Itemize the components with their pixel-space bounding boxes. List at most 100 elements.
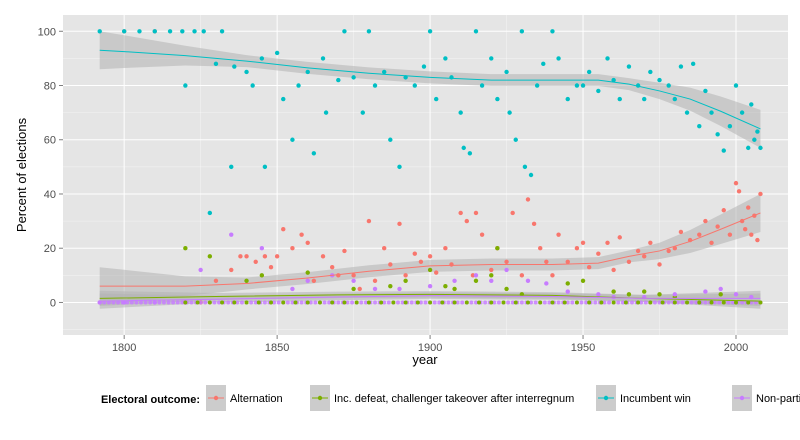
data-point-non-partisan [596, 292, 601, 297]
data-point-non-partisan [372, 286, 378, 292]
data-point-non-partisan [460, 300, 465, 305]
data-point-non-partisan [718, 286, 723, 292]
data-point-non-partisan [116, 300, 121, 305]
data-point-incumbent-win [192, 29, 197, 34]
data-point-alternation [742, 227, 748, 232]
data-point-inc-defeat-challenger-takeover-after-interregnum [354, 300, 359, 305]
data-point-alternation [357, 286, 362, 292]
data-point-alternation [596, 251, 601, 256]
data-point-alternation [329, 265, 335, 270]
data-point-incumbent-win [755, 129, 760, 134]
confidence-bands [99, 31, 761, 309]
data-point-non-partisan [432, 300, 437, 305]
data-point-non-partisan [529, 300, 534, 305]
data-point-inc-defeat-challenger-takeover-after-interregnum [281, 300, 286, 305]
data-point-alternation [397, 221, 402, 227]
data-point-alternation [473, 210, 479, 216]
data-point-incumbent-win [541, 61, 546, 67]
data-point-alternation [657, 262, 662, 267]
y-tick-label: 0 [50, 297, 56, 309]
legend-label: Alternation [230, 393, 283, 405]
data-point-incumbent-win [550, 29, 555, 34]
data-point-incumbent-win [152, 29, 157, 34]
data-point-incumbent-win [495, 96, 500, 102]
data-point-non-partisan [556, 300, 561, 305]
data-point-inc-defeat-challenger-takeover-after-interregnum [440, 300, 445, 305]
confidence-band-non-partisan [99, 290, 761, 309]
data-point-alternation [372, 278, 378, 283]
data-point-alternation [617, 235, 622, 240]
data-point-non-partisan [249, 300, 254, 305]
trend-line-alternation [99, 212, 761, 287]
data-point-incumbent-win [262, 164, 268, 170]
data-point-alternation [412, 251, 417, 256]
data-point-non-partisan [570, 300, 575, 305]
data-point-inc-defeat-challenger-takeover-after-interregnum [195, 300, 200, 305]
data-point-alternation [311, 278, 317, 283]
data-point-alternation [556, 232, 561, 237]
data-point-non-partisan [675, 300, 680, 305]
data-point-incumbent-win [360, 110, 365, 115]
data-point-non-partisan [313, 300, 318, 305]
data-point-non-partisan [235, 300, 240, 305]
data-point-incumbent-win [528, 172, 534, 178]
data-point-incumbent-win [201, 29, 206, 34]
legend-items: Alternation Inc. defeat, challenger takeo… [206, 385, 800, 411]
data-point-inc-defeat-challenger-takeover-after-interregnum [232, 300, 237, 305]
data-point-non-partisan [276, 300, 281, 305]
data-point-non-partisan [616, 300, 621, 305]
data-point-non-partisan [262, 300, 267, 305]
data-point-non-partisan [386, 300, 391, 305]
data-point-non-partisan [639, 300, 644, 305]
data-point-non-partisan [400, 300, 405, 305]
data-point-non-partisan [602, 300, 607, 305]
data-point-inc-defeat-challenger-takeover-after-interregnum [452, 286, 457, 292]
data-point-incumbent-win [232, 64, 237, 69]
data-point-inc-defeat-challenger-takeover-after-interregnum [611, 300, 616, 305]
data-point-non-partisan [345, 300, 350, 305]
data-point-inc-defeat-challenger-takeover-after-interregnum [464, 300, 469, 305]
data-point-non-partisan [305, 278, 310, 283]
data-point-alternation [749, 232, 754, 237]
data-point-inc-defeat-challenger-takeover-after-interregnum [428, 300, 433, 305]
data-point-alternation [351, 273, 356, 278]
data-point-non-partisan [694, 300, 699, 305]
data-point-inc-defeat-challenger-takeover-after-interregnum [256, 300, 261, 305]
data-point-non-partisan [504, 267, 509, 273]
data-point-non-partisan [730, 300, 735, 305]
data-point-incumbent-win [388, 137, 393, 142]
data-point-non-partisan [492, 300, 497, 305]
data-point-inc-defeat-challenger-takeover-after-interregnum [648, 300, 653, 305]
data-point-alternation [510, 210, 515, 216]
data-point-alternation [550, 273, 555, 278]
data-point-non-partisan [584, 300, 589, 305]
data-point-incumbent-win [626, 64, 632, 69]
data-point-inc-defeat-challenger-takeover-after-interregnum [207, 254, 213, 259]
data-point-alternation [721, 208, 726, 213]
data-point-non-partisan [395, 300, 400, 305]
data-point-incumbent-win [320, 56, 326, 61]
data-point-inc-defeat-challenger-takeover-after-interregnum [452, 300, 457, 305]
data-point-non-partisan [740, 300, 745, 305]
data-point-incumbent-win [229, 164, 234, 170]
data-point-incumbent-win [489, 56, 494, 61]
data-point-incumbent-win [207, 210, 213, 216]
data-point-inc-defeat-challenger-takeover-after-interregnum [733, 300, 738, 305]
data-point-alternation [727, 232, 733, 237]
legend-key-point [603, 395, 609, 401]
data-point-non-partisan [607, 300, 612, 305]
data-point-inc-defeat-challenger-takeover-after-interregnum [642, 289, 647, 294]
data-point-incumbent-win [648, 69, 653, 75]
data-point-inc-defeat-challenger-takeover-after-interregnum [626, 292, 632, 297]
data-point-alternation [434, 270, 439, 275]
data-point-alternation [746, 205, 751, 210]
data-point-non-partisan [666, 300, 671, 305]
x-tick-label: 1950 [571, 342, 595, 354]
data-point-alternation [238, 254, 243, 259]
data-point-non-partisan [423, 300, 428, 305]
data-point-alternation [427, 254, 433, 259]
data-point-incumbent-win [611, 77, 616, 83]
data-point-alternation [464, 218, 469, 224]
data-point-incumbent-win [458, 110, 463, 115]
data-point-incumbent-win [397, 164, 402, 170]
